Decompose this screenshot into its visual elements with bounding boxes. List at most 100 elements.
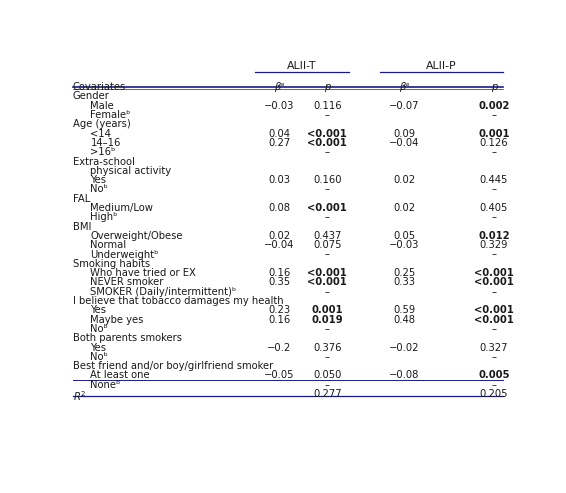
Text: 0.019: 0.019: [311, 315, 343, 324]
Text: $R^2$: $R^2$: [73, 389, 87, 403]
Text: Femaleᵇ: Femaleᵇ: [91, 110, 131, 120]
Text: −0.08: −0.08: [389, 370, 419, 381]
Text: –: –: [491, 110, 496, 120]
Text: βᵃ: βᵃ: [399, 82, 409, 92]
Text: –: –: [325, 324, 330, 334]
Text: Age (years): Age (years): [73, 119, 131, 129]
Text: 0.02: 0.02: [393, 203, 415, 213]
Text: −0.02: −0.02: [389, 343, 419, 352]
Text: 0.116: 0.116: [313, 101, 342, 111]
Text: −0.05: −0.05: [264, 370, 294, 381]
Text: Yes: Yes: [91, 175, 106, 185]
Text: Best friend and/or boy/girlfriend smoker: Best friend and/or boy/girlfriend smoker: [73, 361, 273, 371]
Text: –: –: [325, 212, 330, 222]
Text: 14–16: 14–16: [91, 138, 121, 148]
Text: 0.02: 0.02: [268, 231, 290, 241]
Text: Highᵇ: Highᵇ: [91, 212, 118, 222]
Text: –: –: [325, 249, 330, 259]
Text: >16ᵇ: >16ᵇ: [91, 147, 116, 157]
Text: –: –: [325, 147, 330, 157]
Text: 0.04: 0.04: [268, 129, 290, 139]
Text: Overweight/Obese: Overweight/Obese: [91, 231, 183, 241]
Text: Male: Male: [91, 101, 114, 111]
Text: 0.48: 0.48: [393, 315, 415, 324]
Text: p: p: [491, 82, 498, 92]
Text: 0.012: 0.012: [478, 231, 510, 241]
Text: <0.001: <0.001: [474, 278, 514, 287]
Text: 0.33: 0.33: [393, 278, 415, 287]
Text: Underweightᵇ: Underweightᵇ: [91, 249, 159, 259]
Text: 0.437: 0.437: [313, 231, 341, 241]
Text: Gender: Gender: [73, 91, 110, 102]
Text: 0.327: 0.327: [480, 343, 508, 352]
Text: I believe that tobacco damages my health: I believe that tobacco damages my health: [73, 296, 284, 306]
Text: 0.35: 0.35: [268, 278, 290, 287]
Text: −0.04: −0.04: [264, 240, 294, 250]
Text: <0.001: <0.001: [307, 278, 348, 287]
Text: –: –: [491, 147, 496, 157]
Text: ALII-P: ALII-P: [426, 61, 457, 71]
Text: 0.09: 0.09: [393, 129, 415, 139]
Text: <0.001: <0.001: [307, 138, 348, 148]
Text: Noᵇ: Noᵇ: [91, 352, 108, 362]
Text: Yes: Yes: [91, 343, 106, 352]
Text: 0.002: 0.002: [478, 101, 510, 111]
Text: 0.205: 0.205: [480, 389, 508, 399]
Text: –: –: [325, 287, 330, 297]
Text: <0.001: <0.001: [474, 305, 514, 316]
Text: −0.07: −0.07: [389, 101, 419, 111]
Text: –: –: [325, 184, 330, 194]
Text: Medium/Low: Medium/Low: [91, 203, 153, 213]
Text: p: p: [324, 82, 331, 92]
Text: Maybe yes: Maybe yes: [91, 315, 144, 324]
Text: –: –: [491, 287, 496, 297]
Text: 0.59: 0.59: [393, 305, 415, 316]
Text: 0.02: 0.02: [393, 175, 415, 185]
Text: ALII-T: ALII-T: [288, 61, 317, 71]
Text: 0.001: 0.001: [478, 129, 510, 139]
Text: 0.405: 0.405: [480, 203, 508, 213]
Text: 0.27: 0.27: [268, 138, 290, 148]
Text: 0.16: 0.16: [268, 268, 290, 278]
Text: <0.001: <0.001: [474, 315, 514, 324]
Text: 0.05: 0.05: [393, 231, 415, 241]
Text: FAL: FAL: [73, 194, 90, 204]
Text: –: –: [491, 184, 496, 194]
Text: Smoking habits: Smoking habits: [73, 259, 150, 269]
Text: 0.005: 0.005: [478, 370, 510, 381]
Text: <0.001: <0.001: [307, 129, 348, 139]
Text: BMI: BMI: [73, 222, 91, 232]
Text: 0.03: 0.03: [268, 175, 290, 185]
Text: –: –: [491, 352, 496, 362]
Text: <0.001: <0.001: [307, 268, 348, 278]
Text: physical activity: physical activity: [91, 166, 171, 176]
Text: 0.16: 0.16: [268, 315, 290, 324]
Text: Noᵇ: Noᵇ: [91, 184, 108, 194]
Text: –: –: [491, 212, 496, 222]
Text: NEVER smoker: NEVER smoker: [91, 278, 164, 287]
Text: Covariates: Covariates: [73, 82, 126, 92]
Text: –: –: [325, 110, 330, 120]
Text: Both parents smokers: Both parents smokers: [73, 333, 182, 343]
Text: –: –: [491, 249, 496, 259]
Text: 0.050: 0.050: [313, 370, 341, 381]
Text: −0.03: −0.03: [264, 101, 294, 111]
Text: <0.001: <0.001: [474, 268, 514, 278]
Text: SMOKER (Daily/intermittent)ᵇ: SMOKER (Daily/intermittent)ᵇ: [91, 287, 237, 297]
Text: <14: <14: [91, 129, 112, 139]
Text: Noneᵇ: Noneᵇ: [91, 380, 121, 390]
Text: 0.075: 0.075: [313, 240, 342, 250]
Text: Noᵇ: Noᵇ: [91, 324, 108, 334]
Text: 0.25: 0.25: [393, 268, 415, 278]
Text: 0.376: 0.376: [313, 343, 342, 352]
Text: Normal: Normal: [91, 240, 127, 250]
Text: At least one: At least one: [91, 370, 150, 381]
Text: Extra-school: Extra-school: [73, 157, 135, 167]
Text: 0.23: 0.23: [268, 305, 290, 316]
Text: −0.2: −0.2: [267, 343, 291, 352]
Text: –: –: [325, 352, 330, 362]
Text: 0.001: 0.001: [311, 305, 343, 316]
Text: 0.08: 0.08: [268, 203, 290, 213]
Text: Who have tried or EX: Who have tried or EX: [91, 268, 196, 278]
Text: Yes: Yes: [91, 305, 106, 316]
